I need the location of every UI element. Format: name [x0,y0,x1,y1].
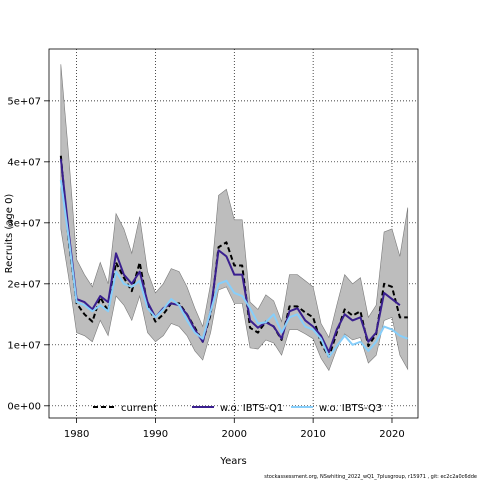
series-line-0 [59,155,408,359]
x-tick-label-4: 2020 [379,429,404,440]
x-tick-label-1: 1990 [143,429,168,440]
x-axis-title: Years [219,456,246,467]
y-tick-label-2: 2e+07 [7,279,41,290]
confidence-band-area [60,64,409,372]
y-tick-label-1: 1e+07 [7,340,41,351]
x-tick-label-3: 2010 [300,429,325,440]
y-tick-label-4: 4e+07 [7,157,41,168]
series-line-2 [59,179,409,359]
y-axis: 0e+00 1e+07 2e+07 3e+07 4e+07 5e+07 [7,96,49,412]
confidence-band [60,64,409,372]
y-axis-title: Recruits (age 0) [4,194,15,274]
legend: current w.o. IBTS-Q1 w.o. IBTS-Q3 [93,403,382,414]
series-line-1 [59,158,401,354]
x-axis: 1980 1990 2000 2010 2020 [64,418,405,440]
x-tick-label-2: 2000 [222,429,247,440]
plot-frame [48,48,419,419]
legend-label-0: current [121,403,157,414]
series-lines [59,155,409,359]
legend-label-1: w.o. IBTS-Q1 [220,403,283,414]
x-tick-label-0: 1980 [64,429,89,440]
y-tick-label-0: 0e+00 [7,401,41,412]
y-tick-label-5: 5e+07 [7,96,41,107]
legend-label-2: w.o. IBTS-Q3 [319,403,382,414]
y-tick-label-3: 3e+07 [7,218,41,229]
footnote: stockassessment.org, NSwhiting_2022_wQ1_… [264,474,477,480]
